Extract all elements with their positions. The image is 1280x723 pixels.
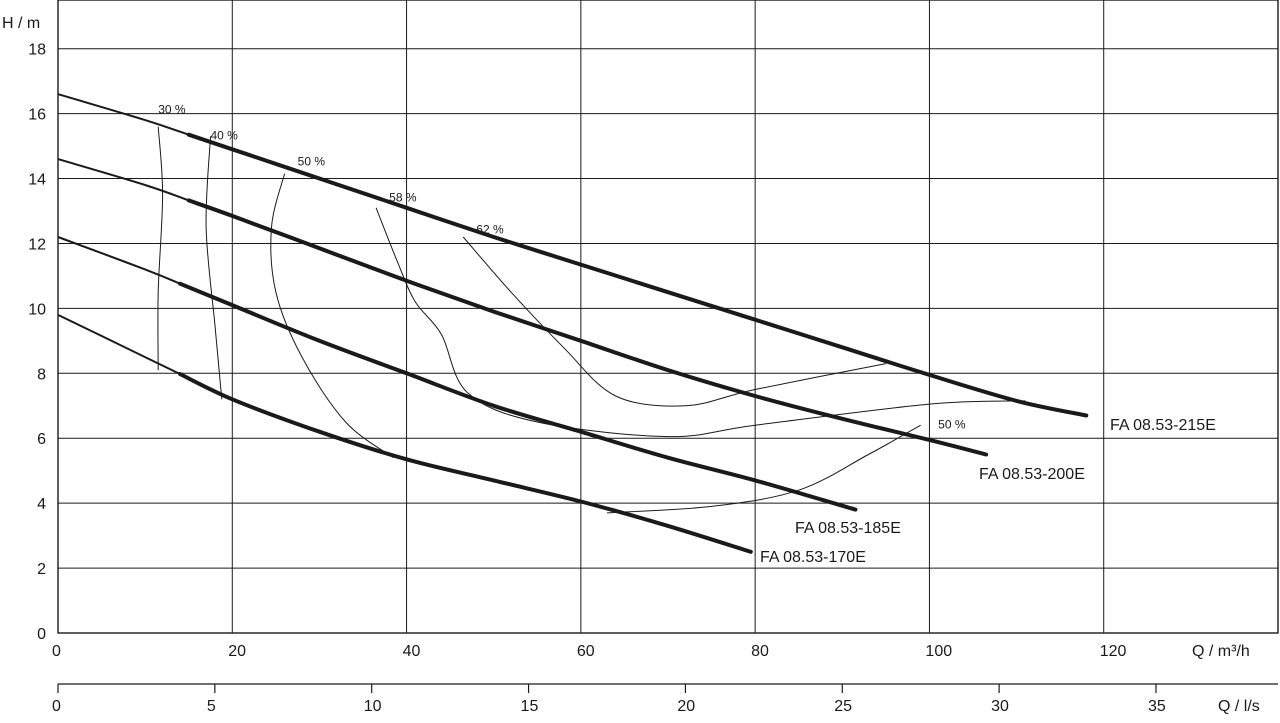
- efficiency-contours: [157, 126, 1026, 514]
- pump-curve-thin: [57, 236, 181, 285]
- pump-curve-thin: [57, 93, 190, 136]
- efficiency-contour: [375, 207, 1026, 438]
- pump-curve: [178, 281, 858, 512]
- efficiency-label: 62 %: [476, 223, 504, 237]
- x2-tick-label: 30: [991, 698, 1009, 715]
- pump-curve: [186, 198, 989, 457]
- chart-labels: 0 20 40 60 80 100 120 0 2 4 6 8 10 12 14 16 18 30 % 40 % 50…: [28, 42, 1216, 660]
- y-tick-label: 14: [28, 172, 46, 189]
- y-tick-label: 6: [37, 431, 46, 448]
- efficiency-label: 58 %: [389, 190, 417, 204]
- pump-curve-thin: [57, 158, 190, 202]
- y-tick-label: 0: [37, 626, 46, 643]
- x2-tick-label: 25: [834, 698, 852, 715]
- pump-curve-label: FA 08.53-185E: [795, 520, 901, 537]
- y-tick-label: 4: [37, 496, 46, 513]
- y-tick-label: 16: [28, 107, 46, 124]
- y-tick-label: 2: [37, 561, 46, 578]
- pump-curve-thin: [57, 313, 181, 375]
- x2-tick-label: 5: [207, 698, 216, 715]
- x2-tick-label: 35: [1148, 698, 1166, 715]
- efficiency-contour: [462, 236, 886, 407]
- x2-tick-label: 10: [364, 698, 382, 715]
- x-axis-label: Q / m³/h: [1192, 643, 1250, 660]
- pump-curve-label: FA 08.53-215E: [1110, 417, 1216, 434]
- efficiency-contour: [270, 173, 394, 459]
- efficiency-contour: [157, 126, 164, 371]
- efficiency-label: 50 %: [938, 417, 966, 431]
- x2-tick-label: 15: [521, 698, 539, 715]
- x-tick-label: 0: [52, 643, 61, 660]
- x-tick-label: 80: [751, 643, 769, 660]
- pump-curve-label: FA 08.53-200E: [979, 466, 1085, 483]
- pump-curve: [178, 372, 753, 554]
- secondary-axis: 0 5 10 15 20 25 30 35: [52, 683, 1278, 715]
- x-tick-label: 20: [228, 643, 246, 660]
- pump-curve-label: FA 08.53-170E: [760, 549, 866, 566]
- plot-frame: [57, 0, 1279, 634]
- x-tick-label: 40: [403, 643, 421, 660]
- y-tick-label: 12: [28, 236, 46, 253]
- pump-curves: [57, 93, 1089, 554]
- pump-curve: [186, 132, 1089, 418]
- y-axis-label: H / m: [2, 15, 40, 32]
- x-tick-label: 120: [1100, 643, 1127, 660]
- y-tick-label: 10: [28, 301, 46, 318]
- efficiency-label: 30 %: [158, 103, 186, 117]
- grid-lines: [57, 0, 1279, 634]
- x2-tick-label: 0: [52, 698, 61, 715]
- x-tick-label: 100: [925, 643, 952, 660]
- x2-axis-label: Q / l/s: [1218, 698, 1260, 715]
- efficiency-label: 50 %: [298, 155, 326, 169]
- efficiency-contour: [205, 136, 223, 400]
- x2-tick-label: 20: [677, 698, 695, 715]
- x-tick-label: 60: [577, 643, 595, 660]
- efficiency-label: 40 %: [211, 129, 239, 143]
- y-tick-label: 18: [28, 42, 46, 59]
- y-tick-label: 8: [37, 366, 46, 383]
